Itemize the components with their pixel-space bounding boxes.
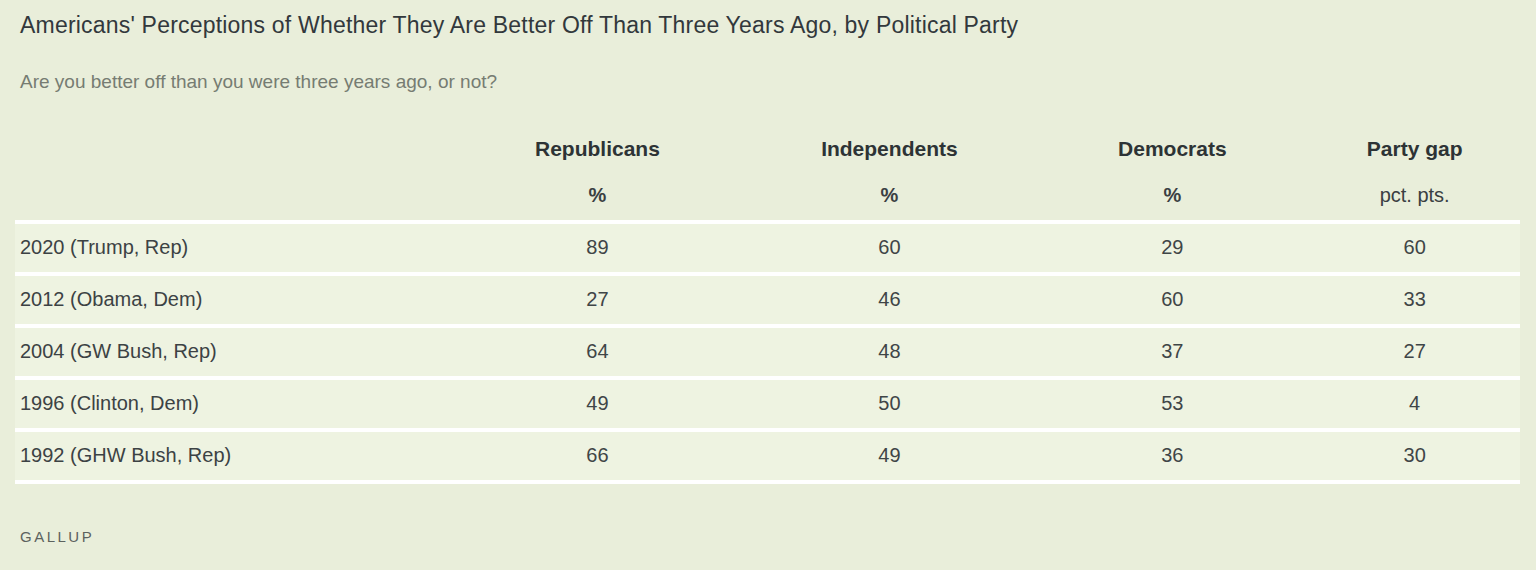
header-empty-cell (15, 126, 451, 172)
cell-1992-independents: 49 (743, 430, 1035, 482)
cell-1996-republicans: 49 (451, 378, 743, 430)
cell-2020-republicans: 89 (451, 222, 743, 274)
unit-party-gap: pct. pts. (1309, 172, 1520, 222)
cell-1996-party-gap: 4 (1309, 378, 1520, 430)
cell-1992-republicans: 66 (451, 430, 743, 482)
table-row: 2012 (Obama, Dem) 27 46 60 33 (15, 274, 1520, 326)
cell-2012-party-gap: 33 (1309, 274, 1520, 326)
unit-empty-cell (15, 172, 451, 222)
table-body: 2020 (Trump, Rep) 89 60 29 60 2012 (Obam… (15, 222, 1520, 482)
header-independents: Independents (743, 126, 1035, 172)
cell-2004-republicans: 64 (451, 326, 743, 378)
row-label-2012: 2012 (Obama, Dem) (15, 274, 451, 326)
row-label-1992: 1992 (GHW Bush, Rep) (15, 430, 451, 482)
cell-2004-party-gap: 27 (1309, 326, 1520, 378)
table-row: 2020 (Trump, Rep) 89 60 29 60 (15, 222, 1520, 274)
header-party-gap: Party gap (1309, 126, 1520, 172)
cell-1992-democrats: 36 (1035, 430, 1309, 482)
cell-1996-independents: 50 (743, 378, 1035, 430)
row-label-2020: 2020 (Trump, Rep) (15, 222, 451, 274)
gallup-table-graphic: Americans' Perceptions of Whether They A… (0, 12, 1536, 570)
table-row: 1996 (Clinton, Dem) 49 50 53 4 (15, 378, 1520, 430)
row-label-2004: 2004 (GW Bush, Rep) (15, 326, 451, 378)
header-republicans: Republicans (451, 126, 743, 172)
survey-question-subtitle: Are you better off than you were three y… (20, 71, 1520, 93)
cell-2012-republicans: 27 (451, 274, 743, 326)
source-label: GALLUP (20, 528, 1520, 545)
header-row-units: % % % pct. pts. (15, 172, 1520, 222)
cell-2012-democrats: 60 (1035, 274, 1309, 326)
header-row-parties: Republicans Independents Democrats Party… (15, 126, 1520, 172)
unit-republicans: % (451, 172, 743, 222)
unit-independents: % (743, 172, 1035, 222)
page-title: Americans' Perceptions of Whether They A… (20, 12, 1520, 40)
header-democrats: Democrats (1035, 126, 1309, 172)
row-label-1996: 1996 (Clinton, Dem) (15, 378, 451, 430)
cell-2004-democrats: 37 (1035, 326, 1309, 378)
table-header: Republicans Independents Democrats Party… (15, 126, 1520, 222)
perceptions-by-party-table: Republicans Independents Democrats Party… (15, 126, 1520, 484)
table-row: 1992 (GHW Bush, Rep) 66 49 36 30 (15, 430, 1520, 482)
cell-2004-independents: 48 (743, 326, 1035, 378)
cell-2012-independents: 46 (743, 274, 1035, 326)
cell-1996-democrats: 53 (1035, 378, 1309, 430)
table-row: 2004 (GW Bush, Rep) 64 48 37 27 (15, 326, 1520, 378)
unit-democrats: % (1035, 172, 1309, 222)
cell-2020-democrats: 29 (1035, 222, 1309, 274)
cell-2020-party-gap: 60 (1309, 222, 1520, 274)
cell-1992-party-gap: 30 (1309, 430, 1520, 482)
cell-2020-independents: 60 (743, 222, 1035, 274)
